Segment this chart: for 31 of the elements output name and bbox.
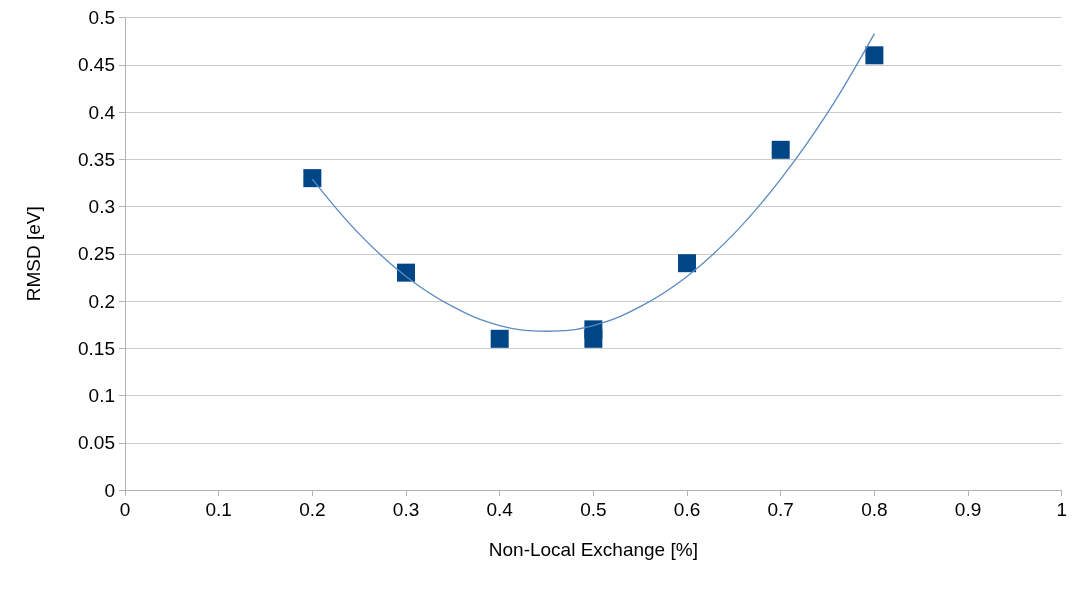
- y-tick-label: 0.4: [88, 101, 116, 123]
- y-tick-label: 0.05: [78, 432, 115, 454]
- y-tick-label: 0.5: [88, 7, 115, 28]
- point: [678, 254, 697, 273]
- x-tick-label: 1: [1056, 499, 1068, 520]
- x-tick-label: 0.4: [486, 499, 514, 520]
- x-tick-label: 0.7: [767, 499, 794, 520]
- y-tick-label: 0: [104, 479, 115, 501]
- x-tick-label: 0.8: [861, 499, 888, 520]
- x-tick-label: 0: [119, 499, 131, 520]
- y-tick-label: 0.1: [88, 385, 115, 406]
- y-tick-label: 0.2: [88, 290, 115, 312]
- point: [303, 169, 322, 188]
- point: [584, 320, 603, 339]
- x-axis-title: Non-Local Exchange [%]: [488, 539, 698, 560]
- x-tick-label: 0.2: [299, 499, 326, 520]
- y-tick-label: 0.45: [78, 54, 115, 76]
- x-tick-label: 0.3: [392, 499, 420, 520]
- y-tick-label: 0.15: [78, 337, 115, 359]
- x-tick-label: 0.9: [954, 499, 982, 520]
- y-tick-label: 0.35: [78, 148, 115, 170]
- y-tick-label: 0.25: [78, 243, 115, 265]
- x-tick-label: 0.1: [205, 499, 232, 520]
- point: [397, 263, 416, 282]
- x-tick-label: 0.6: [673, 499, 701, 520]
- point: [865, 46, 884, 65]
- x-tick-label: 0.5: [580, 499, 607, 520]
- y-axis-title: RMSD [eV]: [23, 206, 44, 302]
- point: [490, 329, 509, 348]
- y-tick-label: 0.3: [88, 196, 115, 217]
- point: [771, 140, 790, 159]
